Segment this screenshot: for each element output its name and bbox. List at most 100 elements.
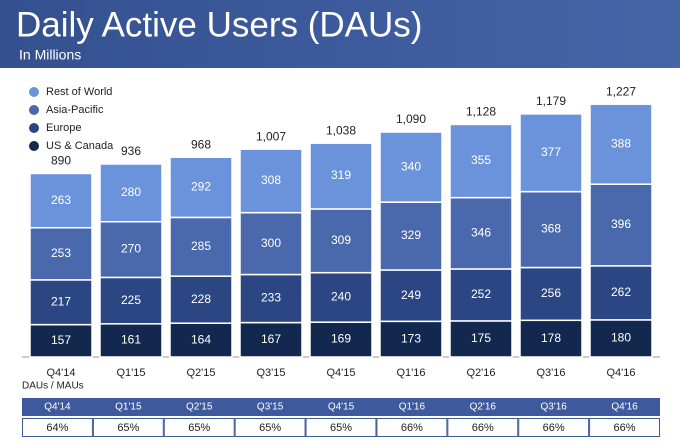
segment-label: 173 bbox=[401, 331, 421, 345]
segment-label: 285 bbox=[191, 239, 211, 253]
table-value-cell: 66% bbox=[472, 422, 494, 434]
segment-label: 157 bbox=[51, 333, 71, 347]
table-cell bbox=[234, 418, 306, 437]
segment-label: 225 bbox=[121, 293, 141, 307]
segment-label: 270 bbox=[121, 242, 141, 256]
segment-label: 228 bbox=[191, 292, 211, 306]
segment-label: 300 bbox=[261, 236, 281, 250]
bar-segment bbox=[169, 322, 233, 358]
segment-label: 263 bbox=[51, 193, 71, 207]
segment-label: 240 bbox=[331, 290, 351, 304]
bar-segment bbox=[29, 172, 93, 229]
segment-label: 368 bbox=[541, 222, 561, 236]
segment-label: 346 bbox=[471, 225, 491, 239]
table-header-cell: Q2'15 bbox=[186, 402, 213, 413]
bar-segment bbox=[379, 131, 443, 203]
x-tick-label: Q3'16 bbox=[536, 367, 565, 379]
bar-segment bbox=[169, 216, 233, 277]
segment-label: 256 bbox=[541, 286, 561, 300]
x-tick-label: Q2'15 bbox=[186, 367, 215, 379]
header-band bbox=[0, 0, 680, 68]
bar-segment bbox=[309, 142, 373, 210]
table-cell bbox=[589, 418, 660, 437]
segment-label: 180 bbox=[611, 331, 631, 345]
table-cell bbox=[447, 418, 519, 437]
bar-segment bbox=[589, 265, 653, 321]
legend-marker bbox=[29, 123, 39, 133]
table-cell bbox=[518, 418, 590, 437]
bar-segment bbox=[239, 148, 303, 214]
segment-label: 377 bbox=[541, 145, 561, 159]
bar-segment bbox=[519, 266, 583, 322]
segment-label: 178 bbox=[541, 331, 561, 345]
bar-segment bbox=[449, 196, 513, 270]
bar-segment bbox=[309, 208, 373, 274]
segment-label: 175 bbox=[471, 331, 491, 345]
total-label: 1,179 bbox=[536, 94, 566, 108]
segment-label: 164 bbox=[191, 332, 211, 346]
bar-segment bbox=[589, 103, 653, 185]
table-cell bbox=[22, 418, 93, 437]
segment-label: 319 bbox=[331, 168, 351, 182]
segment-label: 262 bbox=[611, 285, 631, 299]
bar-segment bbox=[99, 323, 163, 358]
table-header-cell: Q4'16 bbox=[611, 402, 638, 413]
bar-segment bbox=[239, 211, 303, 276]
total-label: 1,128 bbox=[466, 105, 496, 119]
legend-marker bbox=[29, 105, 39, 115]
table-value-cell: 66% bbox=[614, 422, 636, 434]
bar-segment bbox=[99, 220, 163, 279]
total-label: 968 bbox=[191, 137, 211, 151]
x-tick-label: Q4'14 bbox=[46, 367, 75, 379]
table-value-cell: 65% bbox=[188, 422, 210, 434]
x-tick-label: Q3'15 bbox=[256, 367, 285, 379]
bar-segment bbox=[29, 279, 93, 326]
legend-label: Europe bbox=[46, 122, 81, 134]
x-tick-label: Q1'16 bbox=[396, 367, 425, 379]
bar-segment bbox=[29, 323, 93, 358]
legend-label: Rest of World bbox=[46, 86, 112, 98]
segment-label: 329 bbox=[401, 228, 421, 242]
table-value-cell: 65% bbox=[330, 422, 352, 434]
legend-marker bbox=[29, 87, 39, 97]
total-label: 936 bbox=[121, 144, 141, 158]
table-header-cell: Q4'14 bbox=[44, 402, 71, 413]
segment-label: 355 bbox=[471, 153, 491, 167]
segment-label: 388 bbox=[611, 136, 631, 150]
table-header-cell: Q1'15 bbox=[115, 402, 142, 413]
bar-segment bbox=[379, 269, 443, 323]
bar-segment bbox=[99, 163, 163, 223]
total-label: 1,007 bbox=[256, 129, 286, 143]
bar-segment bbox=[379, 320, 443, 358]
bar-segment bbox=[99, 276, 163, 325]
table-title: DAUs / MAUs bbox=[22, 381, 84, 392]
segment-label: 396 bbox=[611, 217, 631, 231]
chart-subtitle: In Millions bbox=[19, 47, 81, 63]
table-header-cell: Q3'16 bbox=[540, 402, 567, 413]
table-value-cell: 66% bbox=[401, 422, 423, 434]
table-header-cell: Q2'16 bbox=[470, 402, 497, 413]
chart-title: Daily Active Users (DAUs) bbox=[16, 5, 422, 44]
segment-label: 161 bbox=[121, 333, 141, 347]
segment-label: 308 bbox=[261, 173, 281, 187]
table-value-cell: 65% bbox=[259, 422, 281, 434]
segment-label: 169 bbox=[331, 332, 351, 346]
segment-label: 249 bbox=[401, 288, 421, 302]
table-value-cell: 65% bbox=[117, 422, 139, 434]
total-label: 1,090 bbox=[396, 112, 426, 126]
segment-label: 167 bbox=[261, 332, 281, 346]
bar-segment bbox=[169, 156, 233, 219]
table-header-cell: Q4'15 bbox=[328, 402, 355, 413]
total-label: 1,227 bbox=[606, 84, 636, 98]
segment-label: 217 bbox=[51, 294, 71, 308]
table-cell bbox=[163, 418, 235, 437]
segment-label: 253 bbox=[51, 246, 71, 260]
table-cell bbox=[92, 418, 164, 437]
legend-label: Asia-Pacific bbox=[46, 104, 104, 116]
x-tick-label: Q1'15 bbox=[116, 367, 145, 379]
total-label: 1,038 bbox=[326, 123, 356, 137]
bar-segment bbox=[589, 319, 653, 358]
table-header-cell: Q3'15 bbox=[257, 402, 284, 413]
segment-label: 252 bbox=[471, 287, 491, 301]
segment-label: 280 bbox=[121, 185, 141, 199]
